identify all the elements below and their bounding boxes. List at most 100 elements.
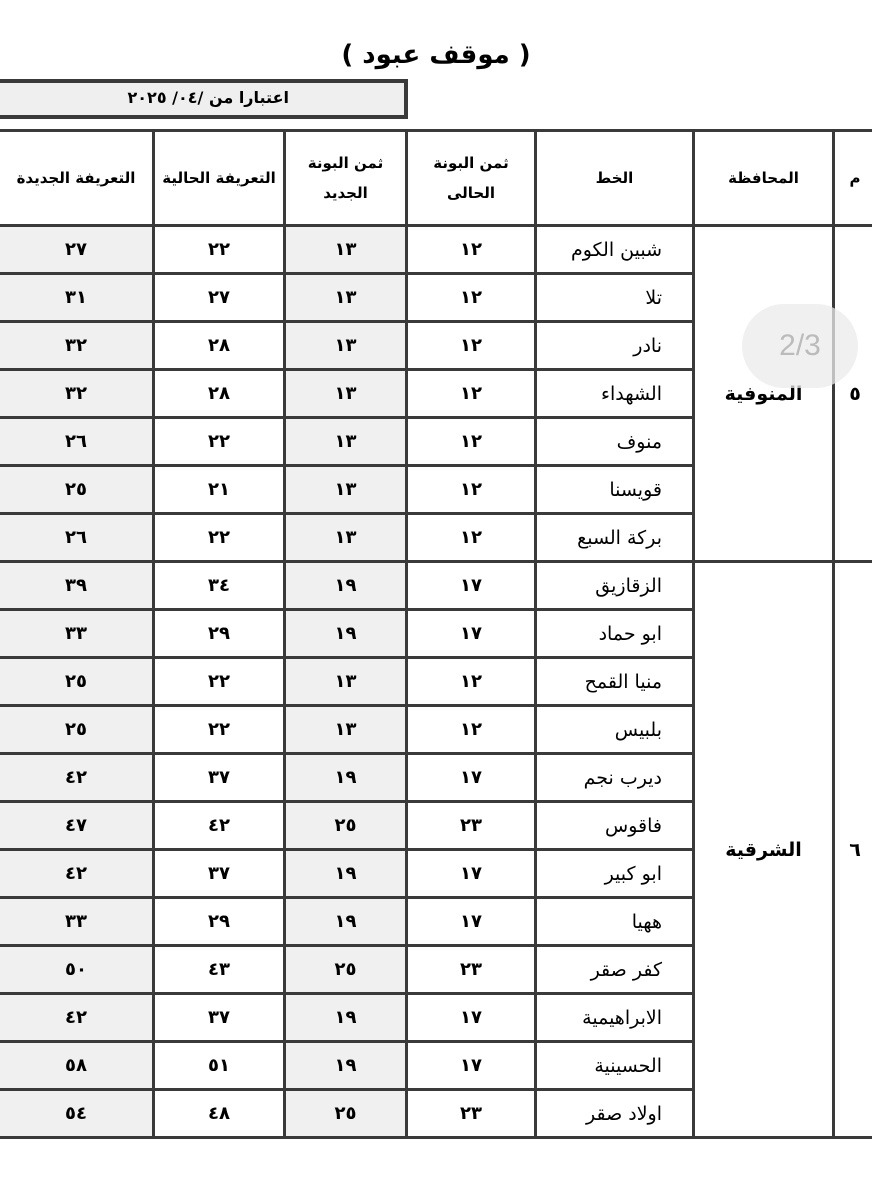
new-ticket-cell: ١٣ bbox=[283, 224, 408, 275]
current-tariff-cell: ٣٧ bbox=[152, 992, 286, 1043]
current-tariff-cell: ٢٢ bbox=[152, 512, 286, 563]
current-ticket-cell: ١٢ bbox=[405, 368, 537, 419]
page-indicator: 2/3 bbox=[742, 304, 858, 388]
new-ticket-cell: ١٣ bbox=[283, 416, 408, 467]
current-ticket-cell: ١٢ bbox=[405, 224, 537, 275]
new-tariff-cell: ٢٦ bbox=[0, 416, 155, 467]
new-tariff-cell: ٣٩ bbox=[0, 560, 155, 611]
line-cell: ابو حماد bbox=[534, 608, 695, 659]
current-tariff-cell: ٢١ bbox=[152, 464, 286, 515]
governorate-cell: المنوفية bbox=[692, 224, 835, 563]
table-row: نادر ١٢ ١٣ ٢٨ ٣٢ bbox=[0, 320, 872, 371]
new-tariff-cell: ٢٥ bbox=[0, 704, 155, 755]
new-ticket-cell: ٢٥ bbox=[283, 944, 408, 995]
new-ticket-cell: ٢٥ bbox=[283, 1088, 408, 1139]
line-cell: شبين الكوم bbox=[534, 224, 695, 275]
current-tariff-cell: ٢٩ bbox=[152, 608, 286, 659]
table-row: ٦ الشرقية الزقازيق ١٧ ١٩ ٣٤ ٣٩ bbox=[0, 560, 872, 1139]
new-ticket-cell: ١٩ bbox=[283, 1040, 408, 1091]
header-row: م المحافظة الخط ثمن البونة الحالى ثمن ال… bbox=[0, 129, 872, 227]
new-ticket-cell: ١٣ bbox=[283, 704, 408, 755]
current-tariff-cell: ٢٢ bbox=[152, 416, 286, 467]
table-row: ابو حماد ١٧ ١٩ ٢٩ ٣٣ bbox=[0, 608, 872, 659]
new-tariff-cell: ٤٧ bbox=[0, 800, 155, 851]
new-tariff-cell: ٣٣ bbox=[0, 608, 155, 659]
current-tariff-cell: ٢٢ bbox=[152, 704, 286, 755]
line-cell: فاقوس bbox=[534, 800, 695, 851]
current-ticket-cell: ١٧ bbox=[405, 848, 537, 899]
new-tariff-cell: ٥٠ bbox=[0, 944, 155, 995]
line-cell: بلبيس bbox=[534, 704, 695, 755]
table-row: الشهداء ١٢ ١٣ ٢٨ ٣٢ bbox=[0, 368, 872, 419]
new-ticket-cell: ١٣ bbox=[283, 512, 408, 563]
row-number: ٥ bbox=[832, 224, 872, 563]
new-tariff-cell: ٢٧ bbox=[0, 224, 155, 275]
header-new-tariff: التعريفة الجديدة bbox=[0, 129, 155, 227]
new-tariff-cell: ٢٥ bbox=[0, 656, 155, 707]
new-ticket-cell: ١٣ bbox=[283, 464, 408, 515]
table-row: منيا القمح ١٢ ١٣ ٢٢ ٢٥ bbox=[0, 656, 872, 707]
effective-date-box: اعتبارا من /٠٤/ ٢٠٢٥ bbox=[0, 79, 408, 119]
current-ticket-cell: ٢٣ bbox=[405, 800, 537, 851]
page-title: ( موقف عبود ) bbox=[341, 40, 531, 70]
header-current-ticket: ثمن البونة الحالى bbox=[405, 129, 537, 227]
header-line: الخط bbox=[534, 129, 695, 227]
new-tariff-cell: ٢٥ bbox=[0, 464, 155, 515]
governorate-cell: الشرقية bbox=[692, 560, 835, 1139]
table-row: فاقوس ٢٣ ٢٥ ٤٢ ٤٧ bbox=[0, 800, 872, 851]
current-ticket-cell: ١٧ bbox=[405, 560, 537, 611]
table-row: بلبيس ١٢ ١٣ ٢٢ ٢٥ bbox=[0, 704, 872, 755]
line-cell: تلا bbox=[534, 272, 695, 323]
current-tariff-cell: ٢٢ bbox=[152, 656, 286, 707]
new-ticket-cell: ١٩ bbox=[283, 848, 408, 899]
row-number: ٦ bbox=[832, 560, 872, 1139]
current-tariff-cell: ٤٨ bbox=[152, 1088, 286, 1139]
line-cell: نادر bbox=[534, 320, 695, 371]
current-tariff-cell: ٢٧ bbox=[152, 272, 286, 323]
current-ticket-cell: ١٢ bbox=[405, 272, 537, 323]
current-ticket-cell: ١٧ bbox=[405, 608, 537, 659]
new-tariff-cell: ٣٢ bbox=[0, 320, 155, 371]
line-cell: اولاد صقر bbox=[534, 1088, 695, 1139]
current-tariff-cell: ٤٣ bbox=[152, 944, 286, 995]
table-row: تلا ١٢ ١٣ ٢٧ ٣١ bbox=[0, 272, 872, 323]
table-row: ههيا ١٧ ١٩ ٢٩ ٣٣ bbox=[0, 896, 872, 947]
line-cell: الشهداء bbox=[534, 368, 695, 419]
header-current-tariff: التعريفة الحالية bbox=[152, 129, 286, 227]
line-cell: ههيا bbox=[534, 896, 695, 947]
current-ticket-cell: ١٢ bbox=[405, 416, 537, 467]
table-row: كفر صقر ٢٣ ٢٥ ٤٣ ٥٠ bbox=[0, 944, 872, 995]
line-cell: كفر صقر bbox=[534, 944, 695, 995]
header-new-ticket: ثمن البونة الجديد bbox=[283, 129, 408, 227]
table-row: اولاد صقر ٢٣ ٢٥ ٤٨ ٥٤ bbox=[0, 1088, 872, 1139]
current-ticket-cell: ٢٣ bbox=[405, 944, 537, 995]
current-ticket-cell: ١٧ bbox=[405, 896, 537, 947]
new-tariff-cell: ٥٨ bbox=[0, 1040, 155, 1091]
current-tariff-cell: ٢٨ bbox=[152, 320, 286, 371]
table-row: قويسنا ١٢ ١٣ ٢١ ٢٥ bbox=[0, 464, 872, 515]
table-row: بركة السبع ١٢ ١٣ ٢٢ ٢٦ bbox=[0, 512, 872, 563]
new-tariff-cell: ٣١ bbox=[0, 272, 155, 323]
new-ticket-cell: ١٩ bbox=[283, 560, 408, 611]
line-cell: الزقازيق bbox=[534, 560, 695, 611]
new-ticket-cell: ١٣ bbox=[283, 320, 408, 371]
new-tariff-cell: ٤٢ bbox=[0, 992, 155, 1043]
line-cell: ديرب نجم bbox=[534, 752, 695, 803]
table-row: ديرب نجم ١٧ ١٩ ٣٧ ٤٢ bbox=[0, 752, 872, 803]
current-ticket-cell: ١٢ bbox=[405, 464, 537, 515]
tariff-table: م المحافظة الخط ثمن البونة الحالى ثمن ال… bbox=[0, 129, 872, 1139]
new-tariff-cell: ٢٦ bbox=[0, 512, 155, 563]
current-tariff-cell: ٣٤ bbox=[152, 560, 286, 611]
new-ticket-cell: ١٣ bbox=[283, 272, 408, 323]
new-ticket-cell: ١٣ bbox=[283, 368, 408, 419]
line-cell: منوف bbox=[534, 416, 695, 467]
line-cell: قويسنا bbox=[534, 464, 695, 515]
new-tariff-cell: ٥٤ bbox=[0, 1088, 155, 1139]
current-ticket-cell: ١٢ bbox=[405, 320, 537, 371]
current-tariff-cell: ٣٧ bbox=[152, 752, 286, 803]
new-tariff-cell: ٤٢ bbox=[0, 752, 155, 803]
new-ticket-cell: ١٩ bbox=[283, 752, 408, 803]
line-cell: الابراهيمية bbox=[534, 992, 695, 1043]
table-row: ابو كبير ١٧ ١٩ ٣٧ ٤٢ bbox=[0, 848, 872, 899]
current-ticket-cell: ١٢ bbox=[405, 512, 537, 563]
